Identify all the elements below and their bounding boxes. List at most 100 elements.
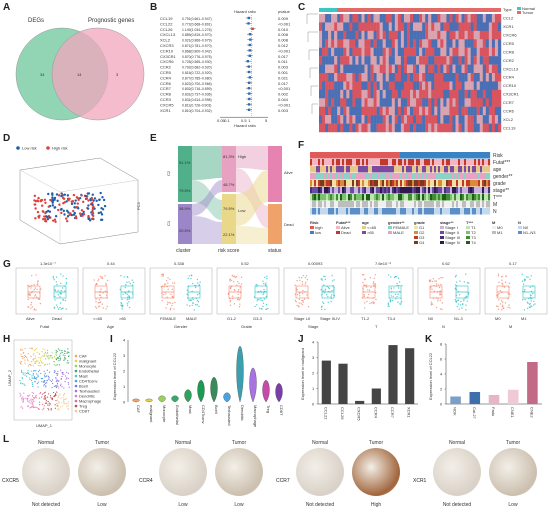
annotation-cell	[482, 201, 485, 208]
boxplot-point	[501, 304, 504, 306]
umap-point	[45, 358, 47, 360]
heatmap-cell	[428, 14, 432, 23]
forest-gene-label: CCL26	[160, 27, 173, 32]
heatmap-cell	[352, 47, 356, 57]
umap-point	[62, 400, 65, 402]
annotation-legend-item: T1	[471, 225, 476, 230]
umap-point	[43, 385, 45, 387]
boxplot-x-label: Futat	[40, 324, 50, 329]
umap-point	[64, 392, 66, 395]
heatmap-cell	[334, 30, 338, 40]
annotation-cell	[410, 159, 413, 166]
heatmap-cell	[464, 106, 468, 116]
annotation-cell	[400, 173, 403, 180]
umap-point	[63, 373, 65, 375]
boxplot-point	[372, 302, 374, 305]
heatmap-cell	[467, 81, 471, 91]
annotation-cell	[324, 194, 327, 201]
heatmap-cell	[328, 30, 332, 40]
annotation-cell	[326, 159, 329, 166]
pca-point	[43, 215, 46, 218]
heatmap-cell	[497, 30, 502, 40]
heatmap-cell	[382, 123, 386, 133]
annotation-cell	[484, 194, 487, 201]
umap-point	[28, 394, 30, 396]
annotation-cell	[456, 152, 459, 159]
umap-point	[27, 400, 29, 402]
annotation-cell	[344, 194, 347, 201]
pca-point	[43, 198, 47, 201]
boxplot-point	[264, 283, 267, 286]
bar-mark	[405, 348, 415, 404]
annotation-cell	[344, 208, 347, 215]
annotation-cell	[388, 194, 391, 201]
heatmap-cell	[349, 22, 353, 32]
umap-point	[48, 357, 50, 359]
heatmap-cell	[340, 73, 344, 82]
boxplot-point	[521, 273, 523, 275]
heatmap-cell	[391, 98, 396, 107]
annotation-cell	[486, 208, 489, 215]
heatmap-cell	[449, 106, 453, 116]
bar-mark	[488, 395, 500, 404]
forest-pvalue: 0.017	[278, 81, 289, 86]
annotation-cell	[372, 187, 375, 194]
annotation-cell	[422, 194, 425, 201]
boxplot-point	[60, 308, 62, 310]
umap-point	[22, 352, 24, 354]
heatmap-cell	[461, 14, 465, 23]
umap-point	[45, 386, 47, 388]
heatmap-dendrogram	[307, 31, 318, 42]
umap-point	[46, 375, 48, 377]
pca-point	[75, 206, 78, 209]
annotation-cell	[392, 180, 395, 187]
heatmap-cell	[410, 22, 414, 32]
heatmap-cell	[322, 123, 326, 133]
boxplot-point	[362, 281, 364, 284]
annotation-cell	[412, 166, 415, 173]
heatmap-cell	[358, 98, 362, 107]
forest-ci-label: 0.822(0.700–0.966)	[182, 82, 212, 86]
heatmap-cell	[385, 73, 389, 82]
boxplot-point	[169, 307, 172, 310]
boxplot-point	[255, 283, 257, 286]
annotation-cell	[450, 187, 453, 194]
sankey-right-node-dead	[268, 204, 282, 244]
annotation-cell	[436, 208, 439, 215]
pca-point	[80, 209, 84, 212]
annotation-cell	[312, 194, 315, 201]
umap-point	[38, 352, 40, 355]
heatmap-cell	[385, 30, 389, 40]
heatmap-cell	[440, 106, 444, 116]
boxplot-point	[237, 290, 239, 292]
umap-point	[60, 383, 62, 385]
annotation-legend-item: M0	[497, 225, 503, 230]
bar-y-tick-label: 2	[440, 387, 443, 392]
annotation-cell	[366, 152, 369, 159]
heatmap-cell	[455, 89, 459, 99]
umap-point	[25, 375, 28, 377]
heatmap-cell	[497, 64, 502, 74]
boxplot-point	[324, 290, 326, 292]
heatmap-cell	[343, 22, 347, 32]
heatmap-cell	[470, 115, 474, 124]
umap-point	[67, 381, 69, 384]
heatmap-cell	[467, 39, 471, 48]
annotation-cell	[456, 173, 459, 180]
heatmap-cell	[400, 106, 405, 116]
umap-point	[41, 381, 43, 383]
annotation-cell	[454, 152, 457, 159]
annotation-cell	[316, 152, 319, 159]
annotation-cell	[472, 201, 475, 208]
annotation-cell	[432, 180, 435, 187]
annotation-cell	[474, 208, 477, 215]
umap-point	[24, 355, 27, 358]
heatmap-cell	[491, 30, 496, 40]
pca-legend-high-dot	[46, 146, 50, 150]
annotation-cell	[328, 159, 331, 166]
annotation-cell	[478, 208, 481, 215]
umap-legend-label: Texhausted	[79, 389, 99, 394]
umap-point	[48, 378, 50, 380]
boxplot-point	[331, 290, 333, 292]
umap-point	[59, 357, 62, 359]
